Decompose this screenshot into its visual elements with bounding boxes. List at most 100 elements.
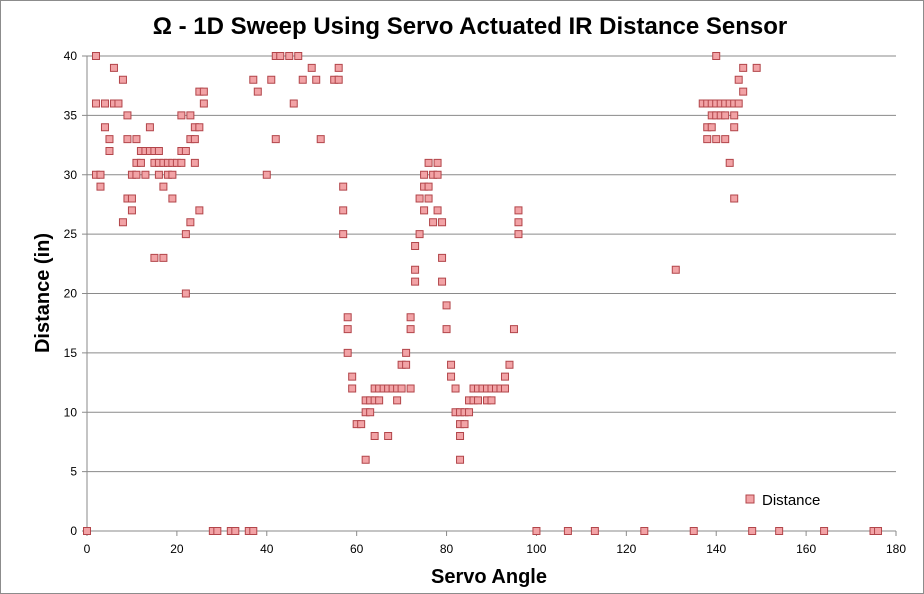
data-point <box>154 147 163 155</box>
y-tick-label: 40 <box>64 49 78 63</box>
y-tick-label: 0 <box>70 524 77 538</box>
data-point <box>276 52 285 60</box>
data-point <box>199 87 208 96</box>
data-point <box>289 99 298 108</box>
data-point <box>361 455 370 464</box>
x-tick-label: 0 <box>84 542 91 556</box>
data-point <box>370 432 379 440</box>
data-point <box>375 396 384 405</box>
x-tick-labels: 0 20 40 60 80 100 120 140 160 180 <box>84 531 906 556</box>
data-point <box>707 123 716 132</box>
gridlines <box>87 55 896 473</box>
data-point <box>406 325 415 334</box>
data-point <box>339 182 348 191</box>
data-point <box>267 75 276 84</box>
data-point <box>285 52 294 60</box>
data-point <box>438 218 447 227</box>
data-point <box>100 123 109 132</box>
y-tick-labels: 0 5 10 15 20 25 30 35 40 <box>64 49 87 538</box>
data-point <box>195 123 204 132</box>
data-point <box>438 253 447 262</box>
data-point <box>132 135 141 144</box>
legend-marker <box>745 494 755 504</box>
data-point <box>514 218 523 227</box>
data-point <box>420 206 429 215</box>
x-axis-title: Servo Angle <box>431 566 547 588</box>
data-point <box>168 170 177 179</box>
data-point <box>447 372 456 381</box>
data-point <box>186 218 195 227</box>
data-point <box>114 99 123 108</box>
data-point <box>334 63 343 72</box>
data-point <box>474 396 483 405</box>
data-point <box>181 147 190 155</box>
data-point <box>514 206 523 215</box>
data-point <box>127 194 136 203</box>
data-point <box>671 265 680 274</box>
chart-title: Ω - 1D Sweep Using Servo Actuated IR Dis… <box>153 13 788 40</box>
data-point <box>397 384 406 393</box>
data-point <box>177 158 186 167</box>
data-point <box>739 63 748 72</box>
data-point <box>127 206 136 215</box>
x-tick-label: 60 <box>350 542 364 556</box>
data-point <box>91 99 100 108</box>
data-point <box>339 206 348 215</box>
data-point <box>96 170 105 179</box>
data-point <box>712 135 721 144</box>
data-point <box>640 527 649 535</box>
data-point <box>339 230 348 239</box>
y-axis-title: Distance (in) <box>32 233 54 353</box>
data-point <box>874 527 883 535</box>
data-point <box>500 372 509 381</box>
data-point <box>402 360 411 369</box>
data-point <box>123 111 132 120</box>
data-point <box>712 52 721 60</box>
data-point <box>177 111 186 120</box>
data-point <box>357 420 366 429</box>
data-point <box>415 194 424 203</box>
data-point <box>136 158 145 167</box>
data-point <box>141 170 150 179</box>
data-point <box>487 396 496 405</box>
data-point <box>456 455 465 464</box>
data-point <box>348 372 357 381</box>
data-point <box>312 75 321 84</box>
data-point <box>118 75 127 84</box>
data-point <box>514 230 523 239</box>
data-point <box>181 230 190 239</box>
data-point <box>725 158 734 167</box>
x-tick-label: 40 <box>260 542 274 556</box>
data-point <box>100 99 109 108</box>
legend-label: Distance <box>762 492 820 509</box>
data-point <box>433 170 442 179</box>
data-point <box>199 99 208 108</box>
data-point <box>249 527 258 535</box>
data-point <box>109 63 118 72</box>
data-point <box>447 360 456 369</box>
x-tick-label: 120 <box>616 542 636 556</box>
y-tick-label: 15 <box>64 346 78 360</box>
data-point <box>132 170 141 179</box>
data-point <box>118 218 127 227</box>
y-tick-label: 5 <box>70 465 77 479</box>
data-point <box>730 111 739 120</box>
data-point <box>384 432 393 440</box>
data-point <box>563 527 572 535</box>
y-tick-label: 10 <box>64 405 78 419</box>
data-point <box>271 135 280 144</box>
data-point <box>429 218 438 227</box>
x-tick-label: 80 <box>440 542 454 556</box>
data-point <box>145 123 154 132</box>
data-point <box>186 111 195 120</box>
data-point <box>442 301 451 310</box>
data-point <box>406 313 415 322</box>
data-point <box>456 432 465 440</box>
data-point <box>465 408 474 417</box>
data-point <box>703 135 712 144</box>
data-point <box>775 527 784 535</box>
data-point <box>411 265 420 274</box>
data-point <box>195 206 204 215</box>
data-point <box>438 277 447 286</box>
data-point <box>159 182 168 191</box>
